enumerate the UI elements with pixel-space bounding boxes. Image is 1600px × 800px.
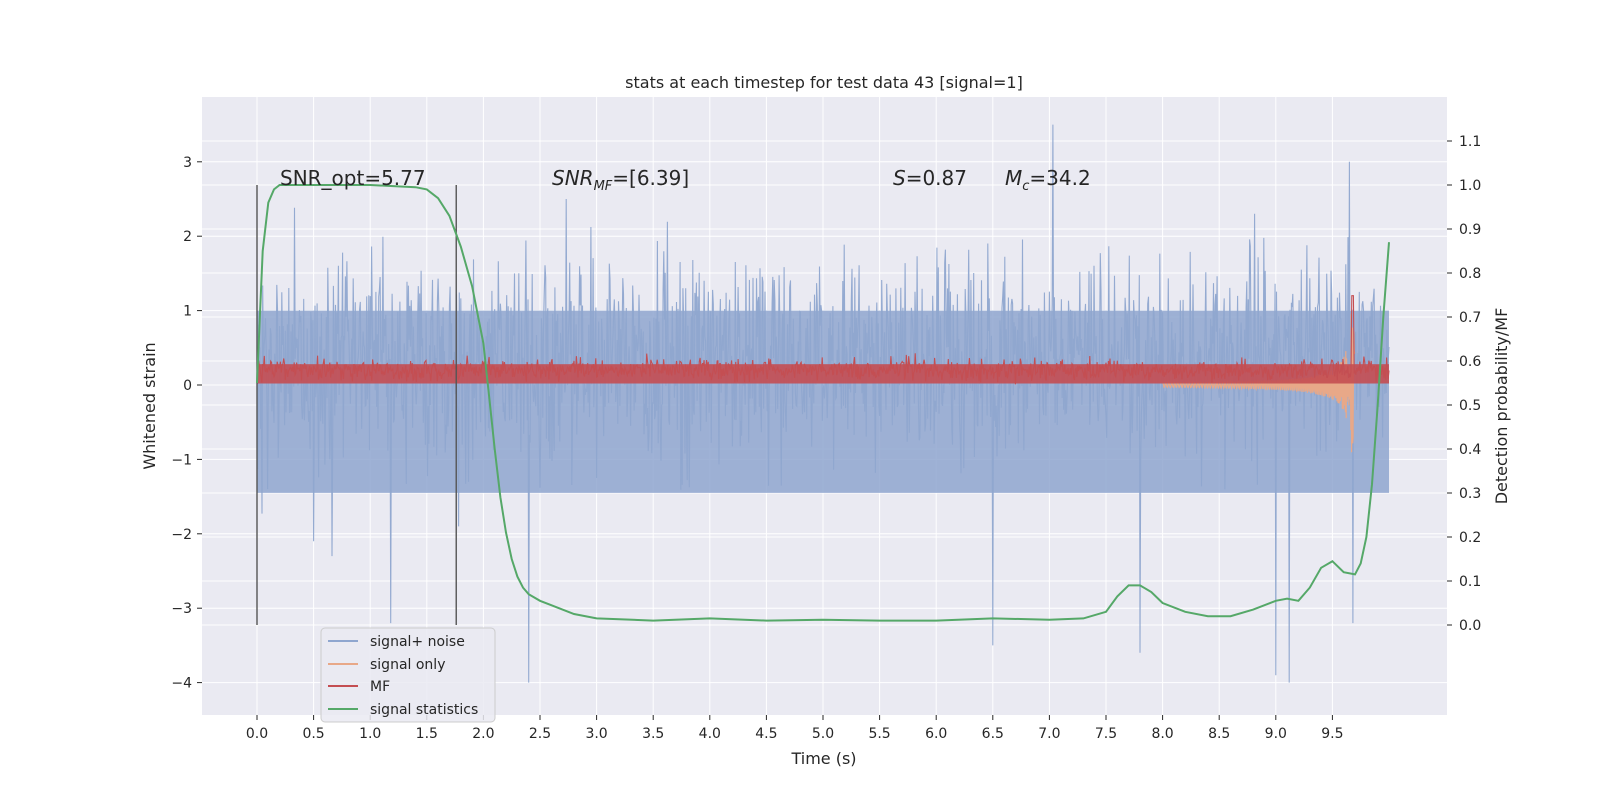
x-tick-label: 2.0	[472, 726, 494, 742]
y-tick-label: 1	[183, 304, 192, 320]
x-tick-label: 3.0	[585, 726, 607, 742]
annotation-s: S=0.87	[893, 166, 967, 190]
annotation-mc-prefix: M	[1005, 166, 1022, 190]
x-tick-label: 9.5	[1321, 726, 1343, 742]
legend-label-signal-only: signal only	[370, 657, 445, 673]
y-right-tick-label: 0.2	[1459, 530, 1481, 546]
plot-content	[256, 124, 1390, 683]
y-axis-label: Whitened strain	[140, 342, 159, 469]
x-tick-label: 8.5	[1208, 726, 1230, 742]
y-tick-label: 3	[183, 155, 192, 171]
legend-label-signal-statistics: signal statistics	[370, 702, 478, 718]
x-tick-label: 1.0	[359, 726, 381, 742]
y-right-tick-label: 0.5	[1459, 398, 1481, 414]
y-right-tick-label: 0.4	[1459, 442, 1481, 458]
series-signal-noise	[256, 124, 1390, 683]
x-tick-label: 5.0	[812, 726, 834, 742]
y-tick-label: −3	[171, 601, 192, 617]
annotation-s-value: =0.87	[906, 166, 967, 190]
y-right-tick-label: 0.6	[1459, 354, 1481, 370]
signal-statistics-line	[256, 184, 1390, 622]
x-tick-label: 6.5	[982, 726, 1004, 742]
signal-noise-trace	[256, 124, 1390, 683]
y-axis-ticks: 3 2 1 0 −1 −2 −3 −4	[171, 155, 202, 692]
chart-title: stats at each timestep for test data 43 …	[625, 73, 1023, 92]
series-mf	[256, 295, 1390, 385]
y-tick-label: 0	[183, 378, 192, 394]
y-right-tick-label: 0.9	[1459, 222, 1481, 238]
legend-label-signal-noise: signal+ noise	[370, 634, 465, 650]
y-right-axis-label: Detection probability/MF	[1492, 308, 1511, 505]
y-tick-label: −1	[171, 452, 192, 468]
x-tick-label: 4.0	[699, 726, 721, 742]
y-tick-label: −4	[171, 676, 192, 692]
y-right-tick-label: 1.1	[1459, 134, 1481, 150]
y-right-tick-label: 0.8	[1459, 266, 1481, 282]
annotation-snr-mf: SNRMF=[6.39]	[552, 166, 689, 194]
x-tick-label: 0.5	[302, 726, 324, 742]
annotation-snr-mf-sub: MF	[594, 179, 613, 194]
x-tick-label: 8.0	[1151, 726, 1173, 742]
y-right-tick-label: 0.3	[1459, 486, 1481, 502]
x-tick-label: 5.5	[868, 726, 890, 742]
y-tick-label: 2	[183, 229, 192, 245]
legend: signal+ noise signal only MF signal stat…	[320, 627, 496, 723]
x-axis-label: Time (s)	[790, 749, 856, 768]
annotation-snr-mf-value: =[6.39]	[612, 166, 689, 190]
x-tick-label: 7.0	[1038, 726, 1060, 742]
x-tick-label: 0.0	[246, 726, 268, 742]
mf-trace	[256, 295, 1390, 385]
y-tick-label: −2	[171, 527, 192, 543]
x-tick-label: 6.0	[925, 726, 947, 742]
y-right-tick-label: 0.1	[1459, 574, 1481, 590]
legend-label-mf: MF	[370, 679, 390, 695]
x-tick-label: 9.0	[1265, 726, 1287, 742]
x-tick-label: 2.5	[529, 726, 551, 742]
y-right-tick-label: 0.7	[1459, 310, 1481, 326]
annotation-snr-opt: SNR_opt=5.77	[280, 166, 426, 190]
series-signal-statistics	[256, 184, 1390, 622]
x-tick-label: 7.5	[1095, 726, 1117, 742]
annotation-mc-sub: c	[1022, 179, 1029, 194]
annotation-snr-mf-prefix: SNR	[552, 166, 594, 190]
x-tick-label: 4.5	[755, 726, 777, 742]
x-tick-label: 1.5	[416, 726, 438, 742]
legend-box	[320, 627, 496, 723]
annotation-mc: Mc=34.2	[1005, 166, 1091, 194]
x-axis-ticks: 0.0 0.5 1.0 1.5 2.0 2.5 3.0 3.5 4.0 4.5 5.0 5.5 6.0 6…	[246, 715, 1344, 742]
y-right-axis-ticks: 1.1 1.0 0.9 0.8 0.7 0.6 0.5 0.4 0.3 0.2 0.1 0.0	[1447, 134, 1481, 634]
y-right-tick-label: 0.0	[1459, 618, 1481, 634]
annotation-s-prefix: S	[893, 166, 906, 190]
x-tick-label: 3.5	[642, 726, 664, 742]
annotation-mc-value: =34.2	[1029, 166, 1090, 190]
vertical-markers	[256, 185, 457, 625]
y-right-tick-label: 1.0	[1459, 178, 1481, 194]
